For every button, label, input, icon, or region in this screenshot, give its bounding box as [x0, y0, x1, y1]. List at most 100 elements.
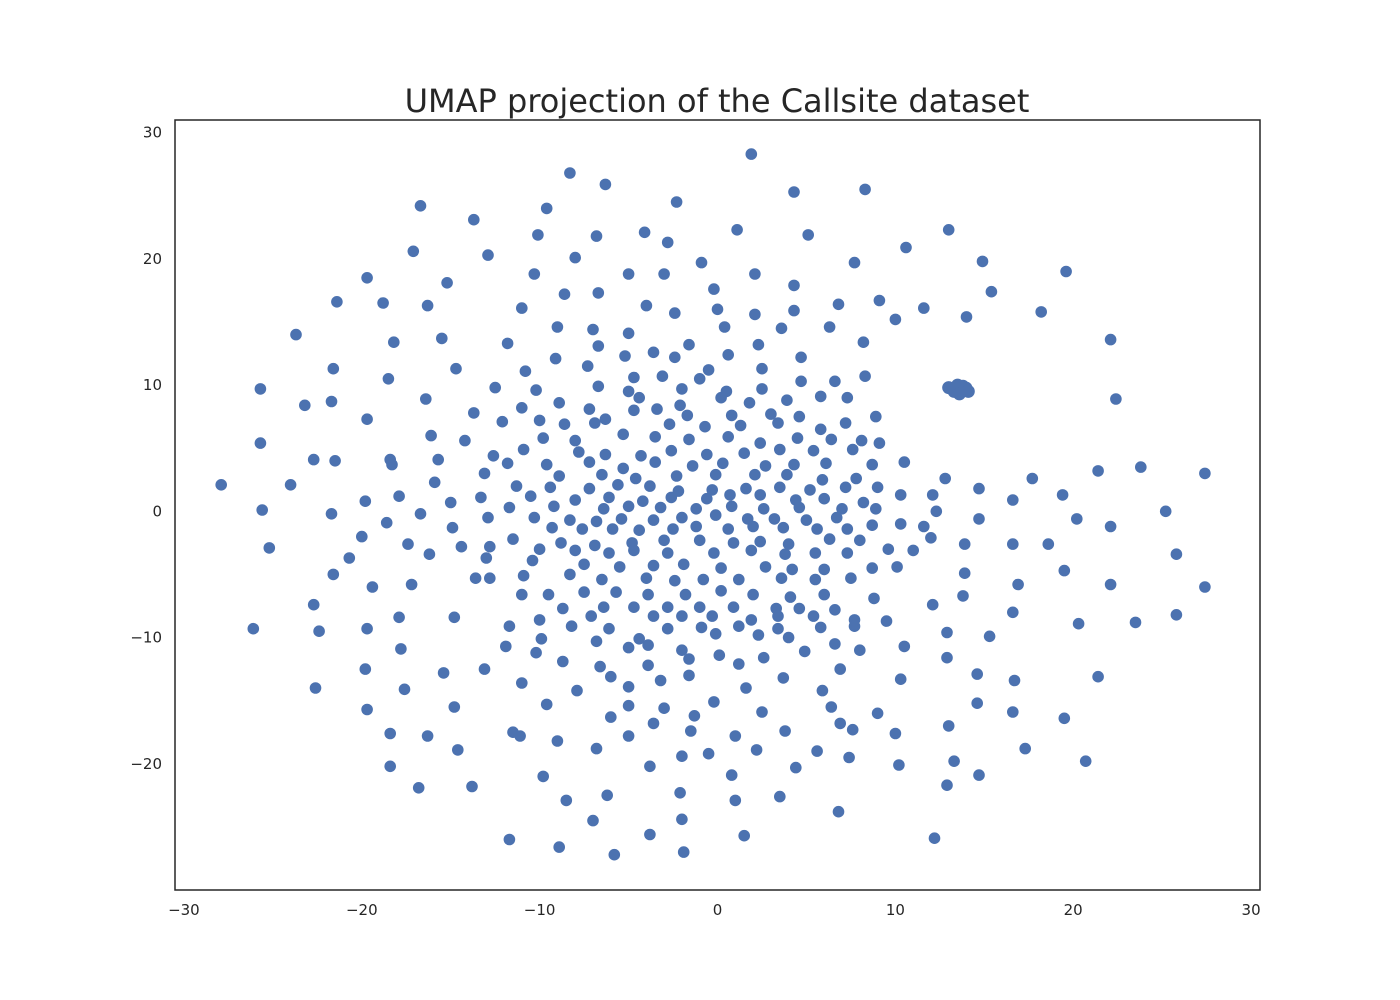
scatter-point-214 — [818, 492, 830, 505]
scatter-point-489 — [503, 833, 516, 846]
chart-title: UMAP projection of the Callsite dataset — [405, 82, 1030, 120]
scatter-point-82 — [795, 375, 807, 388]
scatter-point-256 — [576, 523, 589, 535]
scatter-point-61 — [683, 338, 695, 351]
scatter-point-318 — [484, 572, 496, 584]
scatter-point-190 — [544, 481, 557, 494]
scatter-point-225 — [654, 501, 667, 514]
scatter-point-302 — [423, 548, 436, 560]
scatter-point-261 — [722, 523, 734, 535]
scatter-point-418 — [654, 674, 667, 687]
scatter-point-385 — [848, 620, 861, 632]
scatter-point-383 — [772, 622, 784, 635]
scatter-point-89 — [676, 383, 688, 395]
scatter-point-62 — [752, 338, 765, 351]
scatter-point-39 — [421, 299, 434, 312]
scatter-point-284 — [263, 542, 276, 554]
scatter-point-30 — [788, 279, 800, 292]
scatter-point-290 — [603, 547, 615, 559]
scatter-point-403 — [798, 645, 811, 658]
scatter-point-297 — [841, 547, 854, 559]
x-tick-label-4: 10 — [886, 901, 905, 919]
scatter-point-206 — [569, 494, 581, 506]
scatter-point-234 — [256, 504, 269, 516]
scatter-point-125 — [734, 419, 747, 432]
scatter-point-455 — [779, 725, 791, 737]
y-tick-label-3: 10 — [143, 376, 162, 394]
scatter-points — [215, 148, 1211, 861]
scatter-point-141 — [459, 434, 471, 447]
scatter-point-197 — [774, 481, 786, 494]
scatter-point-199 — [839, 481, 852, 494]
scatter-point-157 — [432, 453, 445, 466]
scatter-point-424 — [1092, 670, 1104, 683]
scatter-point-372 — [1129, 616, 1142, 629]
scatter-point-83 — [829, 375, 841, 388]
scatter-point-410 — [594, 660, 606, 673]
scatter-point-143 — [517, 443, 530, 456]
scatter-point-274 — [693, 534, 706, 547]
scatter-point-219 — [359, 495, 372, 508]
scatter-point-236 — [414, 508, 427, 520]
scatter-point-169 — [898, 456, 911, 468]
scatter-point-241 — [615, 513, 628, 525]
scatter-point-25 — [658, 268, 670, 280]
scatter-point-447 — [942, 720, 955, 732]
scatter-point-392 — [752, 629, 765, 641]
scatter-point-348 — [557, 602, 569, 615]
y-axis-ticks: −20 −10 0 10 20 30 — [130, 124, 162, 773]
scatter-point-35 — [331, 296, 343, 308]
scatter-point-306 — [613, 561, 626, 573]
scatter-point-350 — [628, 601, 640, 613]
scatter-point-470 — [644, 760, 656, 773]
scatter-point-336 — [542, 588, 555, 601]
scatter-point-432 — [540, 698, 553, 711]
scatter-point-85 — [592, 380, 605, 393]
scatter-point-115 — [681, 409, 694, 422]
scatter-point-327 — [809, 573, 822, 586]
scatter-point-11 — [638, 226, 651, 239]
scatter-point-140 — [254, 437, 267, 449]
scatter-point-279 — [854, 534, 866, 547]
scatter-point-163 — [686, 460, 699, 472]
scatter-point-cluster-5 — [952, 387, 966, 401]
scatter-point-270 — [555, 537, 567, 549]
scatter-point-176 — [596, 468, 608, 481]
scatter-point-338 — [610, 586, 622, 598]
scatter-point-185 — [1026, 472, 1039, 485]
x-tick-label-1: −20 — [346, 901, 378, 919]
scatter-point-493 — [677, 846, 690, 858]
scatter-point-222 — [548, 500, 560, 513]
scatter-point-453 — [685, 725, 697, 737]
scatter-point-325 — [733, 573, 745, 586]
scatter-point-405 — [898, 640, 911, 653]
scatter-point-426 — [398, 683, 411, 696]
y-tick-label-1: −10 — [130, 629, 162, 647]
scatter-point-47 — [788, 304, 800, 317]
scatter-point-277 — [782, 538, 795, 550]
scatter-point-343 — [784, 591, 797, 603]
scatter-point-459 — [452, 744, 464, 756]
scatter-point-201 — [973, 482, 985, 495]
scatter-point-221 — [503, 501, 516, 514]
scatter-point-471 — [790, 761, 802, 774]
scatter-point-258 — [633, 524, 645, 536]
scatter-point-128 — [839, 417, 852, 429]
scatter-point-384 — [814, 621, 827, 634]
scatter-point-24 — [622, 268, 635, 280]
scatter-point-430 — [816, 684, 829, 697]
scatter-point-120 — [496, 415, 509, 428]
scatter-point-413 — [733, 658, 745, 670]
scatter-point-416 — [516, 677, 528, 689]
scatter-point-79 — [656, 370, 669, 383]
scatter-point-259 — [667, 523, 679, 535]
scatter-point-110 — [468, 407, 480, 419]
scatter-point-227 — [725, 500, 738, 513]
scatter-point-127 — [814, 423, 827, 436]
scatter-point-304 — [526, 554, 539, 567]
scatter-point-15 — [661, 236, 674, 249]
scatter-point-486 — [676, 813, 688, 826]
scatter-point-51 — [587, 323, 599, 336]
scatter-point-334 — [405, 578, 418, 591]
scatter-point-196 — [740, 482, 752, 495]
